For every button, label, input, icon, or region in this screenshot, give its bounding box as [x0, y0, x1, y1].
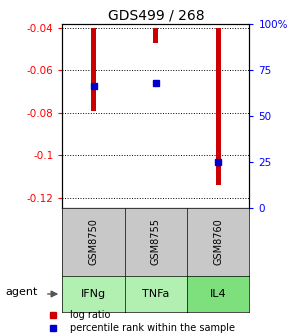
Title: GDS499 / 268: GDS499 / 268: [108, 8, 204, 23]
Bar: [216, 28, 221, 185]
Text: percentile rank within the sample: percentile rank within the sample: [70, 324, 235, 333]
Text: TNFa: TNFa: [142, 289, 170, 299]
Bar: [153, 28, 158, 43]
Bar: [91, 28, 96, 111]
Text: IFNg: IFNg: [81, 289, 106, 299]
Text: GSM8750: GSM8750: [88, 218, 99, 265]
Text: log ratio: log ratio: [70, 310, 110, 320]
Text: GSM8760: GSM8760: [213, 218, 223, 265]
Text: GSM8755: GSM8755: [151, 218, 161, 265]
Text: IL4: IL4: [210, 289, 226, 299]
Text: agent: agent: [5, 287, 37, 297]
